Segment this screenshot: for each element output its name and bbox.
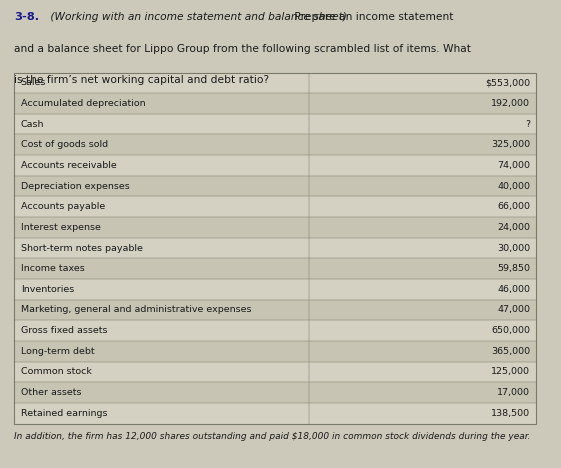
Text: Accounts receivable: Accounts receivable	[21, 161, 117, 170]
Text: Gross fixed assets: Gross fixed assets	[21, 326, 107, 335]
Text: Common stock: Common stock	[21, 367, 91, 376]
Text: Inventories: Inventories	[21, 285, 74, 294]
Text: 40,000: 40,000	[497, 182, 530, 190]
Text: 30,000: 30,000	[497, 243, 530, 253]
Text: Accounts payable: Accounts payable	[21, 202, 105, 211]
Bar	[14, 238, 536, 258]
Text: and a balance sheet for Lippo Group from the following scrambled list of items. : and a balance sheet for Lippo Group from…	[14, 44, 471, 53]
Bar	[14, 403, 536, 424]
Text: 66,000: 66,000	[497, 202, 530, 211]
Text: In addition, the firm has 12,000 shares outstanding and paid $18,000 in common s: In addition, the firm has 12,000 shares …	[14, 432, 531, 441]
Text: $553,000: $553,000	[485, 78, 530, 88]
Text: Depreciation expenses: Depreciation expenses	[21, 182, 130, 190]
Text: Short-term notes payable: Short-term notes payable	[21, 243, 142, 253]
Text: Income taxes: Income taxes	[21, 264, 85, 273]
Text: ?: ?	[525, 120, 530, 129]
Text: 74,000: 74,000	[497, 161, 530, 170]
Bar	[14, 382, 536, 403]
Text: Accumulated depreciation: Accumulated depreciation	[21, 99, 145, 108]
Text: 365,000: 365,000	[491, 347, 530, 356]
Bar	[14, 320, 536, 341]
Text: 192,000: 192,000	[491, 99, 530, 108]
Bar	[14, 341, 536, 362]
Bar	[14, 134, 536, 155]
Text: (Working with an income statement and balance sheet): (Working with an income statement and ba…	[47, 12, 347, 22]
Text: 46,000: 46,000	[497, 285, 530, 294]
Bar	[14, 114, 536, 134]
Text: Marketing, general and administrative expenses: Marketing, general and administrative ex…	[21, 306, 251, 314]
Text: Long-term debt: Long-term debt	[21, 347, 94, 356]
Text: Sales: Sales	[21, 78, 46, 88]
Text: 125,000: 125,000	[491, 367, 530, 376]
Text: 138,500: 138,500	[491, 409, 530, 418]
Bar	[14, 300, 536, 320]
Text: Interest expense: Interest expense	[21, 223, 100, 232]
Bar	[14, 362, 536, 382]
Bar	[14, 176, 536, 197]
Text: Retained earnings: Retained earnings	[21, 409, 107, 418]
Text: Cash: Cash	[21, 120, 44, 129]
Text: is the firm’s net working capital and debt ratio?: is the firm’s net working capital and de…	[14, 75, 269, 85]
Bar	[14, 258, 536, 279]
Bar	[14, 93, 536, 114]
Bar	[14, 217, 536, 238]
Text: 47,000: 47,000	[497, 306, 530, 314]
Text: Other assets: Other assets	[21, 388, 81, 397]
Text: 325,000: 325,000	[491, 140, 530, 149]
Bar	[14, 73, 536, 424]
Text: 3-8.: 3-8.	[14, 12, 39, 22]
Bar	[14, 279, 536, 300]
Text: 650,000: 650,000	[491, 326, 530, 335]
Bar	[14, 155, 536, 176]
Text: 17,000: 17,000	[497, 388, 530, 397]
Text: Prepare an income statement: Prepare an income statement	[291, 12, 453, 22]
Text: 24,000: 24,000	[497, 223, 530, 232]
Bar	[14, 197, 536, 217]
Text: 59,850: 59,850	[497, 264, 530, 273]
Text: Cost of goods sold: Cost of goods sold	[21, 140, 108, 149]
Bar	[14, 73, 536, 93]
